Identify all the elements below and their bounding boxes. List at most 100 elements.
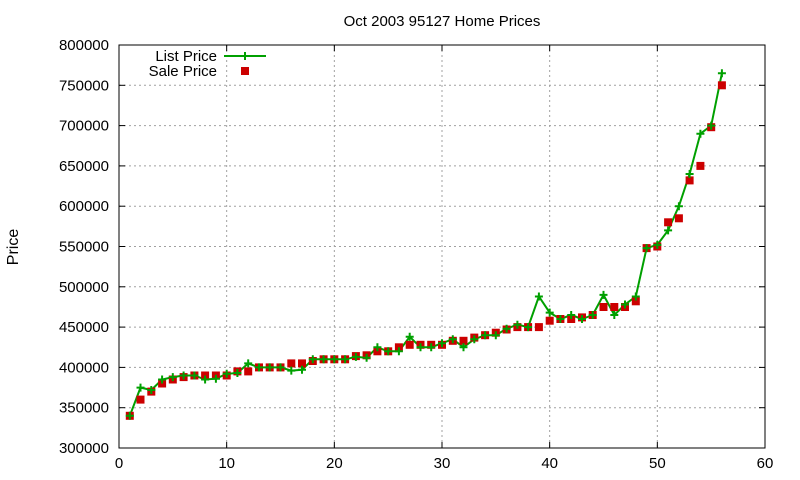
legend-marker-list-price	[241, 52, 249, 60]
list-price-point	[244, 359, 253, 368]
list-price-point	[158, 375, 167, 384]
sale-price-point	[696, 161, 705, 170]
sale-price-point	[631, 297, 640, 306]
list-price-point	[308, 355, 317, 364]
y-tick-label: 700000	[59, 118, 109, 135]
list-price-point	[190, 371, 199, 380]
x-tick-label: 30	[434, 455, 451, 472]
list-price-point	[481, 331, 490, 340]
list-price-point	[179, 371, 188, 380]
y-tick-label: 450000	[59, 319, 109, 336]
sale-price-point	[244, 367, 253, 376]
x-tick-label: 10	[218, 455, 235, 472]
list-price-point	[168, 373, 177, 382]
list-price-point	[147, 386, 156, 394]
list-price-point	[427, 343, 436, 352]
x-tick-label: 40	[541, 455, 558, 472]
list-price-point	[621, 300, 629, 309]
y-tick-label: 300000	[59, 440, 109, 457]
y-tick-label: 550000	[59, 239, 109, 256]
list-price-point	[341, 355, 350, 364]
sale-price-point	[459, 336, 468, 345]
x-tick-label: 60	[757, 455, 774, 472]
list-price-point	[255, 363, 263, 372]
sale-price-point	[136, 395, 145, 404]
series-line-list-price	[128, 72, 723, 417]
list-price-point	[351, 352, 360, 361]
chart-title: Oct 2003 95127 Home Prices	[344, 13, 541, 30]
y-tick-label: 650000	[59, 158, 109, 175]
y-tick-label: 600000	[59, 198, 109, 215]
y-tick-label: 800000	[59, 37, 109, 54]
list-price-point	[201, 375, 210, 384]
list-price-point	[578, 315, 586, 323]
list-price-point	[136, 383, 145, 392]
list-price-point	[653, 240, 662, 249]
list-price-point	[513, 320, 522, 329]
legend-label-list-price: List Price	[155, 48, 217, 65]
list-price-point	[534, 292, 543, 301]
y-tick-label: 400000	[59, 359, 109, 376]
sale-price-point	[674, 214, 683, 223]
list-price-point	[610, 311, 619, 319]
sale-price-point	[717, 81, 726, 90]
list-price-point	[438, 339, 446, 348]
list-price-point	[631, 292, 640, 301]
list-price-point	[211, 374, 220, 383]
x-tick-label: 0	[115, 455, 123, 472]
list-price-point	[664, 226, 673, 235]
list-price-point	[470, 335, 479, 344]
list-price-point	[707, 121, 716, 130]
axis-ticks: 0 10 20 30 40 50 60 300000 350000 400000 450000 500…	[59, 37, 773, 472]
sale-price-point	[599, 303, 608, 311]
list-price-point	[459, 343, 468, 352]
x-tick-label: 50	[649, 455, 666, 472]
list-price-point	[524, 323, 533, 332]
legend-label-sale-price: Sale Price	[149, 63, 217, 80]
legend-marker-sale-price	[241, 67, 249, 75]
list-price-point	[330, 355, 339, 364]
list-price-point	[685, 170, 694, 178]
list-price-point	[567, 311, 576, 319]
list-price-point	[384, 347, 393, 356]
legend: List Price Sale Price	[149, 48, 266, 80]
sale-price-point	[534, 323, 543, 332]
sale-price-point	[405, 340, 414, 349]
sale-price-point	[287, 359, 296, 368]
list-price-point	[642, 244, 651, 253]
sale-price-point	[298, 359, 306, 368]
list-price-point	[405, 332, 414, 341]
list-price-point	[502, 324, 511, 333]
list-price-point	[556, 315, 565, 323]
list-price-point	[599, 290, 608, 299]
list-price-point	[276, 363, 285, 372]
series-layer	[125, 69, 726, 420]
grid	[119, 45, 765, 448]
list-price-point	[545, 308, 554, 317]
list-price-point	[394, 347, 403, 356]
list-price-point	[588, 311, 597, 319]
list-price-point	[362, 353, 371, 362]
list-price-point	[287, 366, 296, 375]
list-price-point	[373, 343, 382, 352]
sale-price-point	[685, 176, 694, 185]
sale-price-point	[610, 303, 619, 311]
list-price-point	[416, 343, 425, 352]
list-price-point	[674, 202, 683, 211]
sale-price-point	[664, 218, 673, 227]
list-price-point	[696, 129, 705, 138]
sale-price-point	[545, 316, 554, 325]
list-price-point	[319, 355, 328, 364]
list-price-point	[125, 411, 134, 420]
list-price-point	[233, 369, 242, 377]
list-price-point	[298, 365, 306, 374]
list-price-point	[717, 69, 726, 78]
y-tick-label: 500000	[59, 279, 109, 296]
x-tick-label: 20	[326, 455, 343, 472]
list-price-point	[491, 331, 500, 340]
list-price-point	[265, 363, 274, 372]
list-price-point	[448, 335, 457, 344]
y-tick-label: 750000	[59, 77, 109, 94]
y-axis-label: Price	[5, 229, 22, 266]
